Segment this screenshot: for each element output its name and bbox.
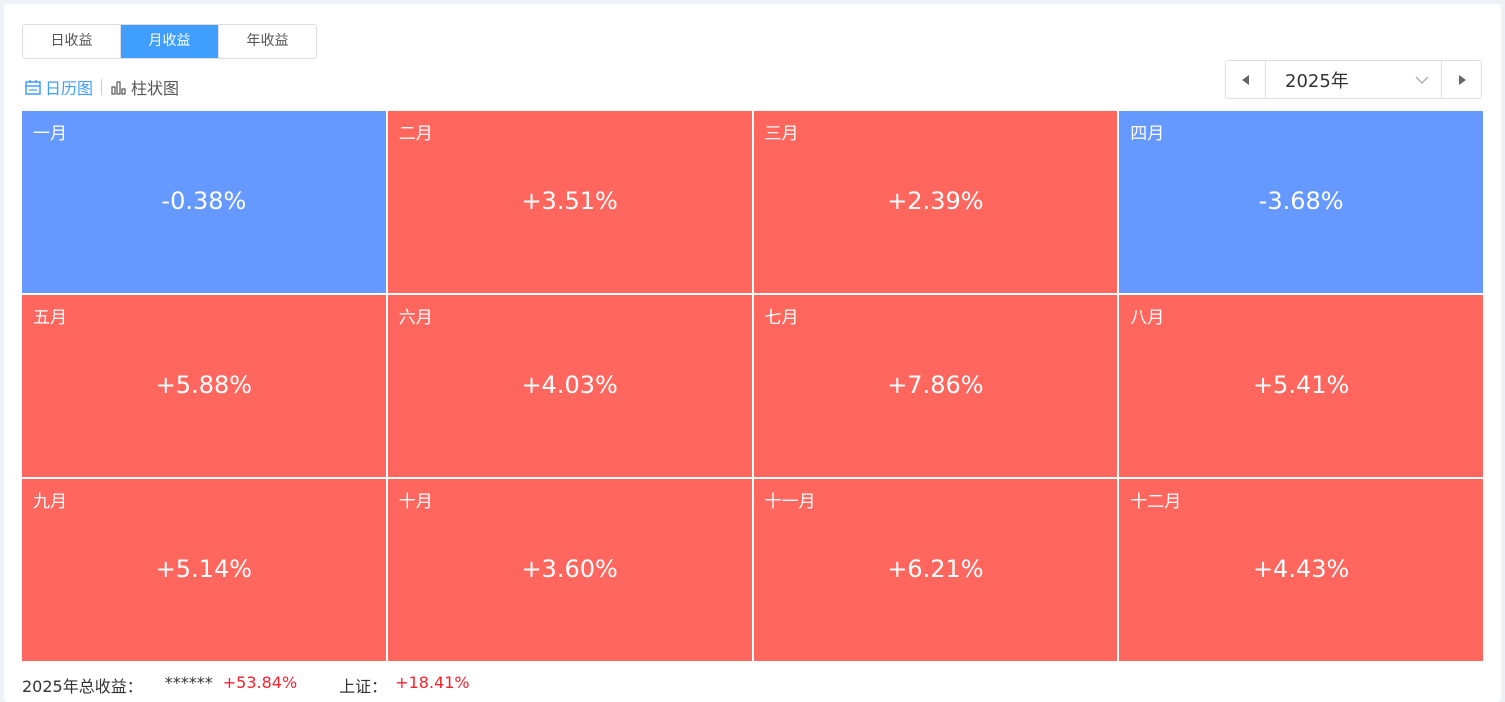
month-cell[interactable]: 二月 +3.51% xyxy=(387,111,752,293)
year-selector: 2025年 xyxy=(1225,60,1482,99)
month-name: 八月 xyxy=(1130,308,1165,328)
month-cell[interactable]: 一月 -0.38% xyxy=(22,111,386,293)
month-name: 十一月 xyxy=(764,492,816,512)
month-return: -0.38% xyxy=(161,187,247,215)
month-name: 九月 xyxy=(33,492,67,512)
month-name: 十二月 xyxy=(1130,492,1182,512)
next-year[interactable] xyxy=(1442,61,1481,98)
month-name: 十月 xyxy=(398,492,433,512)
month-return: +3.51% xyxy=(521,187,618,215)
month-name: 三月 xyxy=(764,124,799,144)
bar-icon xyxy=(111,81,126,95)
month-cell[interactable]: 七月 +7.86% xyxy=(753,295,1118,477)
month-name: 一月 xyxy=(33,124,67,144)
year-value: 2025年 xyxy=(1285,70,1349,92)
month-grid: 一月 -0.38% 二月 +3.51% 三月 +2.39% 四月 -3.68% 五月 +5.88%… xyxy=(22,111,1483,661)
month-return: +5.88% xyxy=(155,371,253,399)
month-name: 七月 xyxy=(764,308,799,328)
prev-year[interactable] xyxy=(1226,61,1265,98)
month-cell[interactable]: 四月 -3.68% xyxy=(1119,111,1483,293)
total-value: +53.84% xyxy=(222,673,298,692)
month-name: 六月 xyxy=(398,308,433,328)
total-label: 2025年总收益： xyxy=(22,677,143,696)
dropdown-arrow xyxy=(1415,76,1429,84)
bar-view[interactable]: 柱状图 xyxy=(110,75,179,99)
view-toggle: 日历图 柱状图 xyxy=(24,76,179,98)
month-cell[interactable]: 九月 +5.14% xyxy=(22,479,386,661)
masked-amount: ****** xyxy=(164,673,213,692)
prev-icon xyxy=(1241,74,1249,85)
footer: 2025年总收益： ****** +53.84% 上证： +18.41% xyxy=(22,673,470,697)
month-cell[interactable]: 六月 +4.03% xyxy=(387,295,752,477)
separator xyxy=(101,79,103,95)
month-name: 五月 xyxy=(33,308,67,328)
month-cell[interactable]: 十月 +3.60% xyxy=(387,479,752,661)
month-cell[interactable]: 八月 +5.41% xyxy=(1119,295,1483,477)
tab[interactable]: 日收益 xyxy=(23,25,121,58)
month-return: +5.14% xyxy=(155,555,253,583)
month-return: +2.39% xyxy=(887,187,984,215)
month-cell[interactable]: 十二月 +4.43% xyxy=(1119,479,1483,661)
month-name: 四月 xyxy=(1130,124,1165,144)
calendar-view[interactable]: 日历图 xyxy=(24,75,93,99)
next-icon xyxy=(1458,74,1466,85)
month-return: +6.21% xyxy=(887,555,984,583)
view-label: 日历图 xyxy=(45,79,94,98)
month-return: +4.43% xyxy=(1252,555,1350,583)
month-return: +7.86% xyxy=(887,371,984,399)
month-cell[interactable]: 十一月 +6.21% xyxy=(753,479,1118,661)
month-name: 二月 xyxy=(398,124,433,144)
month-return: +5.41% xyxy=(1252,371,1350,399)
tab[interactable]: 月收益 xyxy=(121,25,219,58)
index-label: 上证： xyxy=(339,677,388,696)
month-return: -3.68% xyxy=(1258,187,1344,215)
year-dropdown[interactable]: 2025年 xyxy=(1265,61,1442,98)
month-return: +3.60% xyxy=(521,555,618,583)
month-cell[interactable]: 五月 +5.88% xyxy=(22,295,386,477)
index-value: +18.41% xyxy=(395,673,470,692)
view-label: 柱状图 xyxy=(131,79,180,98)
tab[interactable]: 年收益 xyxy=(219,25,316,58)
tabs: 日收益 月收益 年收益 xyxy=(22,24,317,59)
month-return: +4.03% xyxy=(521,371,618,399)
card: 日收益 月收益 年收益 日历图 柱状图 2025年 一月 -0.38% 二月 +3.51%… xyxy=(4,4,1501,702)
calendar-icon xyxy=(25,80,41,95)
month-cell[interactable]: 三月 +2.39% xyxy=(753,111,1118,293)
